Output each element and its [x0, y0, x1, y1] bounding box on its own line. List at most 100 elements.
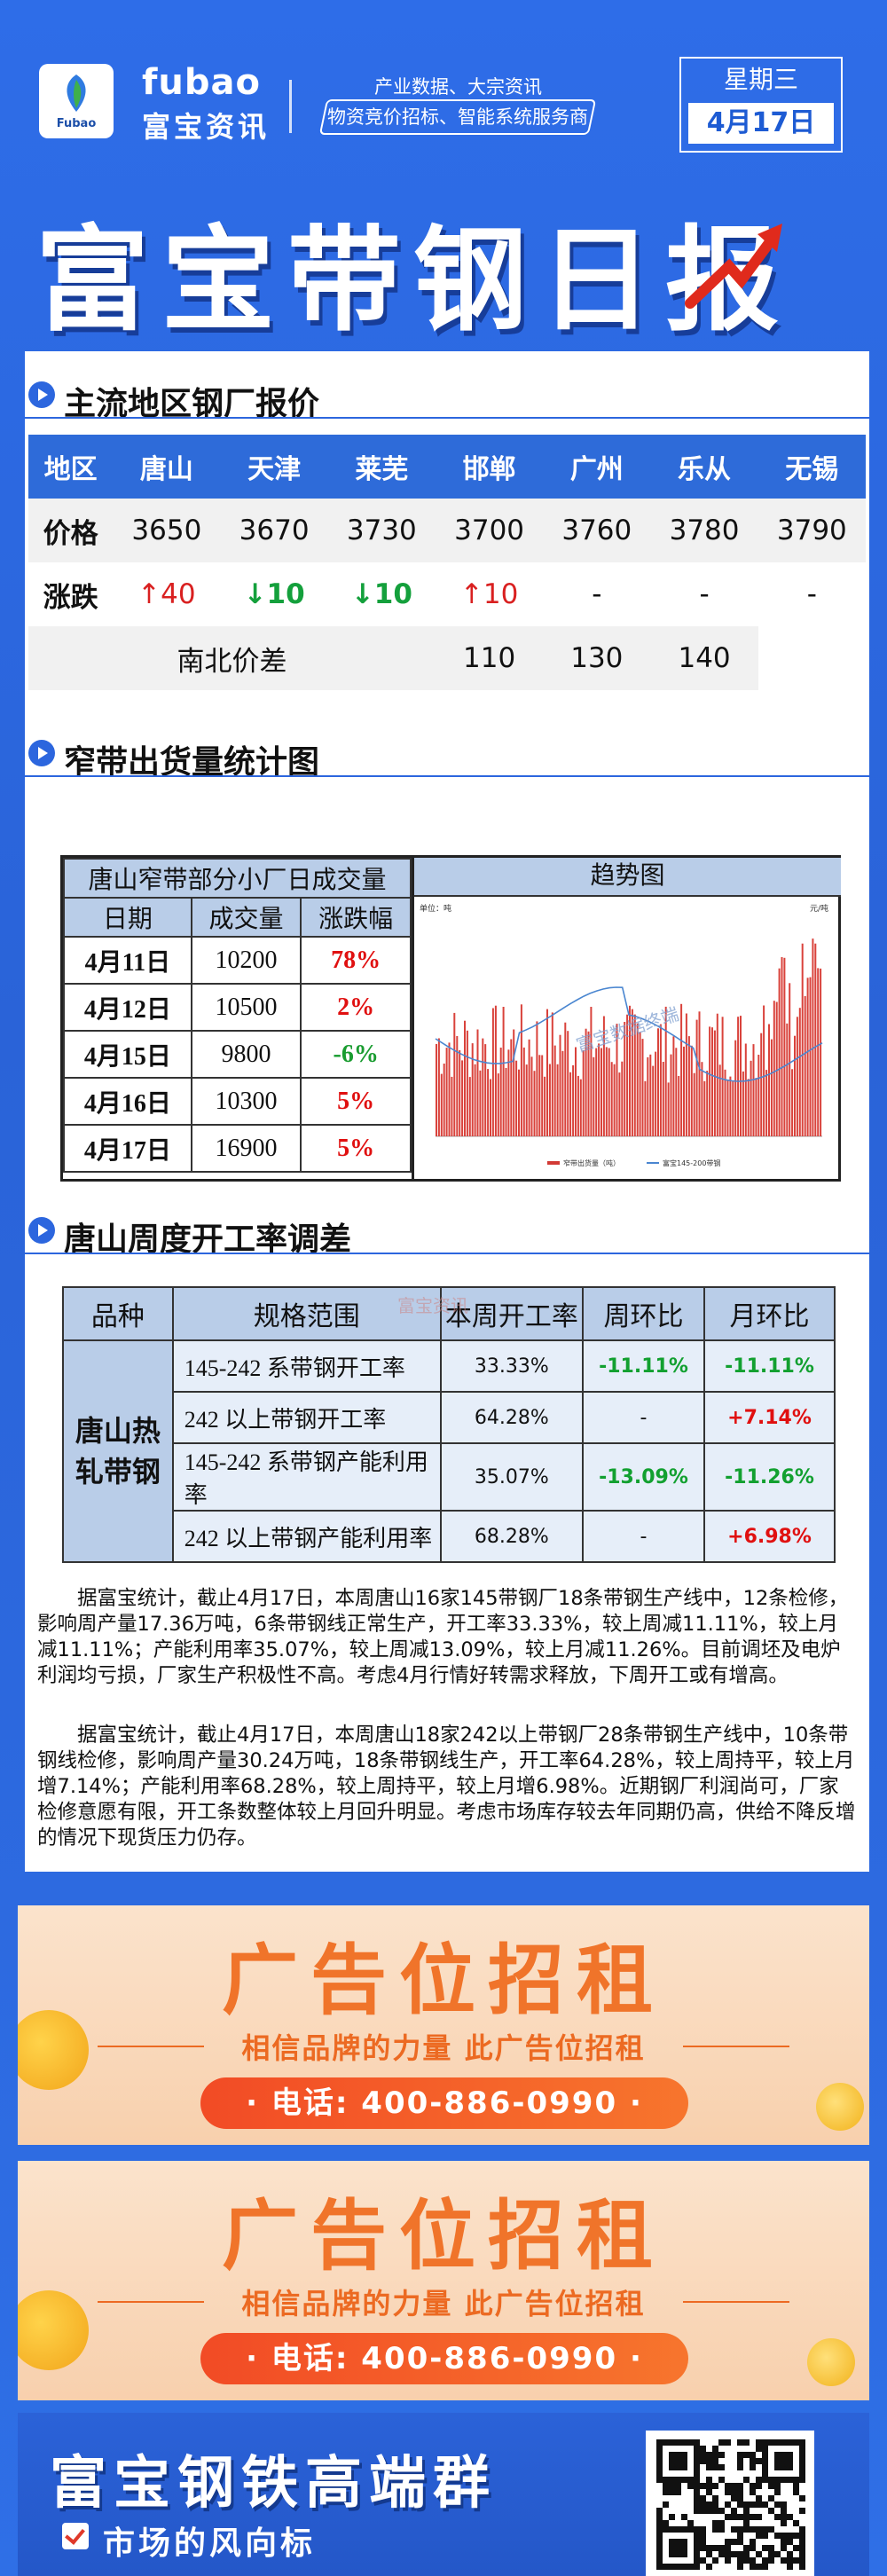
shipment-bar: [747, 1079, 750, 1136]
shipment-bar: [538, 1055, 541, 1136]
shipment-bar: [520, 1004, 522, 1136]
shipment-bar: [553, 1045, 556, 1136]
shipment-bar: [443, 1064, 445, 1136]
ad-subtitle: 相信品牌的力量 此广告位招租: [241, 2287, 646, 2321]
section-shipments-heading: 窄带出货量统计图: [25, 731, 869, 781]
spec-cell: 145-242 系带钢开工率: [171, 1339, 442, 1393]
shipment-bar: [518, 1069, 520, 1136]
shipment-bar: [664, 1006, 667, 1136]
shipment-bar: [789, 983, 791, 1136]
spec-cell: 242 以上带钢开工率: [171, 1391, 442, 1444]
ad-phone-button[interactable]: · 电话: 400-886-0990 ·: [200, 2077, 688, 2129]
shipment-bar: [436, 1043, 437, 1136]
shipment-bar: [626, 1014, 629, 1136]
rate-cell: 35.07%: [439, 1442, 584, 1512]
arrow-down-icon: ↓: [243, 578, 267, 610]
table-row: 242 以上带钢开工率 64.28% - +7.14%: [63, 1391, 836, 1444]
column-header: 成交量: [190, 897, 302, 938]
volume-cell: 10300: [190, 1077, 302, 1126]
table-row: 4月11日 10200 78%: [63, 936, 412, 985]
shipment-bar: [755, 1078, 757, 1136]
shipment-bar: [713, 1030, 716, 1136]
price-cell: 3670: [220, 499, 328, 562]
shipment-bar: [740, 1016, 742, 1136]
shipment-bar: [641, 1039, 644, 1136]
table-watermark: 富宝资讯: [397, 1295, 468, 1316]
shipment-bar: [464, 1020, 466, 1136]
analysis-paragraph: 据富宝统计，截止4月17日，本周唐山18家242以上带钢厂28条带钢生产线中，1…: [37, 1724, 856, 1850]
price-table: 地区 唐山 天津 莱芜 邯郸 广州 乐从 无锡 价格 3650 3670 373…: [28, 435, 866, 690]
shipment-bar: [569, 1072, 572, 1136]
mom-cell: +6.98%: [703, 1510, 836, 1563]
operation-table-header: 品种 规格范围 本周开工率 周环比 月环比: [62, 1286, 836, 1341]
shipment-table-grid: 唐山窄带部分小厂日成交量 日期 成交量 涨跌幅 4月11日 10200 78% 4月…: [63, 858, 412, 1173]
change-cell: -: [806, 578, 817, 610]
section-underline: [25, 775, 869, 777]
ad-banner[interactable]: 广告位招租 相信品牌的力量 此广告位招租 · 电话: 400-886-0990 …: [18, 1905, 869, 2145]
shipment-bar: [484, 1044, 487, 1136]
shipment-bar: [582, 1049, 585, 1136]
qr-code[interactable]: [646, 2431, 814, 2576]
header-cell: 地区: [28, 435, 114, 499]
change-cell: -6%: [300, 1030, 412, 1079]
change-cell: 5%: [300, 1124, 412, 1173]
section-title: 主流地区钢厂报价: [64, 386, 320, 422]
column-header: 月环比: [703, 1286, 836, 1341]
header: Fubao fubao 富宝资讯 产业数据、大宗资讯 物资竞价招标、智能系统服务…: [0, 0, 887, 355]
leaf-logo-icon: [67, 75, 86, 112]
volume-cell: 10500: [190, 983, 302, 1032]
ad-phone-button[interactable]: · 电话: 400-886-0990 ·: [200, 2333, 688, 2384]
shipment-bar: [564, 1022, 567, 1136]
shipment-bar: [624, 1022, 626, 1136]
ad-title: 广告位招租: [222, 1936, 665, 2025]
shipment-bar: [652, 1065, 655, 1136]
wow-cell: -13.09%: [581, 1442, 706, 1512]
group-subtitle: 市场的风向标: [103, 2525, 317, 2562]
shipment-bar: [716, 1013, 718, 1136]
change-cell: ↓10: [328, 562, 436, 626]
shipment-bar: [794, 1035, 796, 1136]
shipment-bar: [618, 1072, 621, 1136]
ad-divider: [683, 2046, 789, 2047]
shipment-bar: [561, 1050, 564, 1136]
shipment-bar: [718, 1064, 721, 1136]
shipment-bar: [775, 1001, 778, 1136]
shipment-bar: [610, 1062, 613, 1136]
shipment-bar: [636, 1023, 639, 1136]
spread-row: 南北价差 110 130 140: [28, 626, 866, 690]
change-value: 10: [266, 578, 305, 610]
group-title: 富宝钢铁高端群: [50, 2451, 497, 2517]
shipment-bar: [734, 1040, 737, 1136]
column-header: 规格范围: [171, 1286, 442, 1341]
table-row: 4月15日 9800 -6%: [63, 1030, 412, 1079]
shipment-bar: [631, 1009, 633, 1136]
shipment-bar: [505, 1068, 507, 1136]
mom-cell: -11.26%: [703, 1442, 836, 1512]
shipment-bar: [471, 1043, 474, 1136]
shipment-bar: [522, 1047, 525, 1136]
shipment-bar: [528, 1039, 530, 1136]
wow-cell: -: [581, 1391, 706, 1444]
shipment-bar: [608, 1048, 610, 1136]
table-row: 145-242 系带钢产能利用率 35.07% -13.09% -11.26%: [63, 1442, 836, 1512]
shipment-bar: [729, 1076, 732, 1136]
shipment-bar: [644, 1080, 647, 1136]
fubao-logo[interactable]: Fubao: [39, 64, 114, 138]
shipment-bar: [507, 1049, 510, 1136]
shipment-bar: [633, 1014, 636, 1136]
arrow-up-icon: ↑: [137, 578, 161, 610]
region-cell: 邯郸: [435, 435, 544, 499]
shipment-bar: [662, 1062, 664, 1136]
change-value: 40: [161, 578, 196, 610]
group-banner[interactable]: 富宝钢铁高端群 市场的风向标: [18, 2413, 869, 2576]
shipment-bar: [629, 1005, 631, 1136]
shipment-bar: [491, 1008, 494, 1136]
ad-banner[interactable]: 广告位招租 相信品牌的力量 此广告位招租 · 电话: 400-886-0990 …: [18, 2161, 869, 2400]
shipment-bar: [476, 1029, 479, 1136]
ad-divider: [98, 2301, 204, 2303]
shipment-bar: [701, 1062, 703, 1136]
price-cell: 3790: [757, 499, 866, 562]
change-cell: 5%: [300, 1077, 412, 1126]
wow-cell: -: [581, 1510, 706, 1563]
shipment-bar: [585, 1028, 587, 1136]
